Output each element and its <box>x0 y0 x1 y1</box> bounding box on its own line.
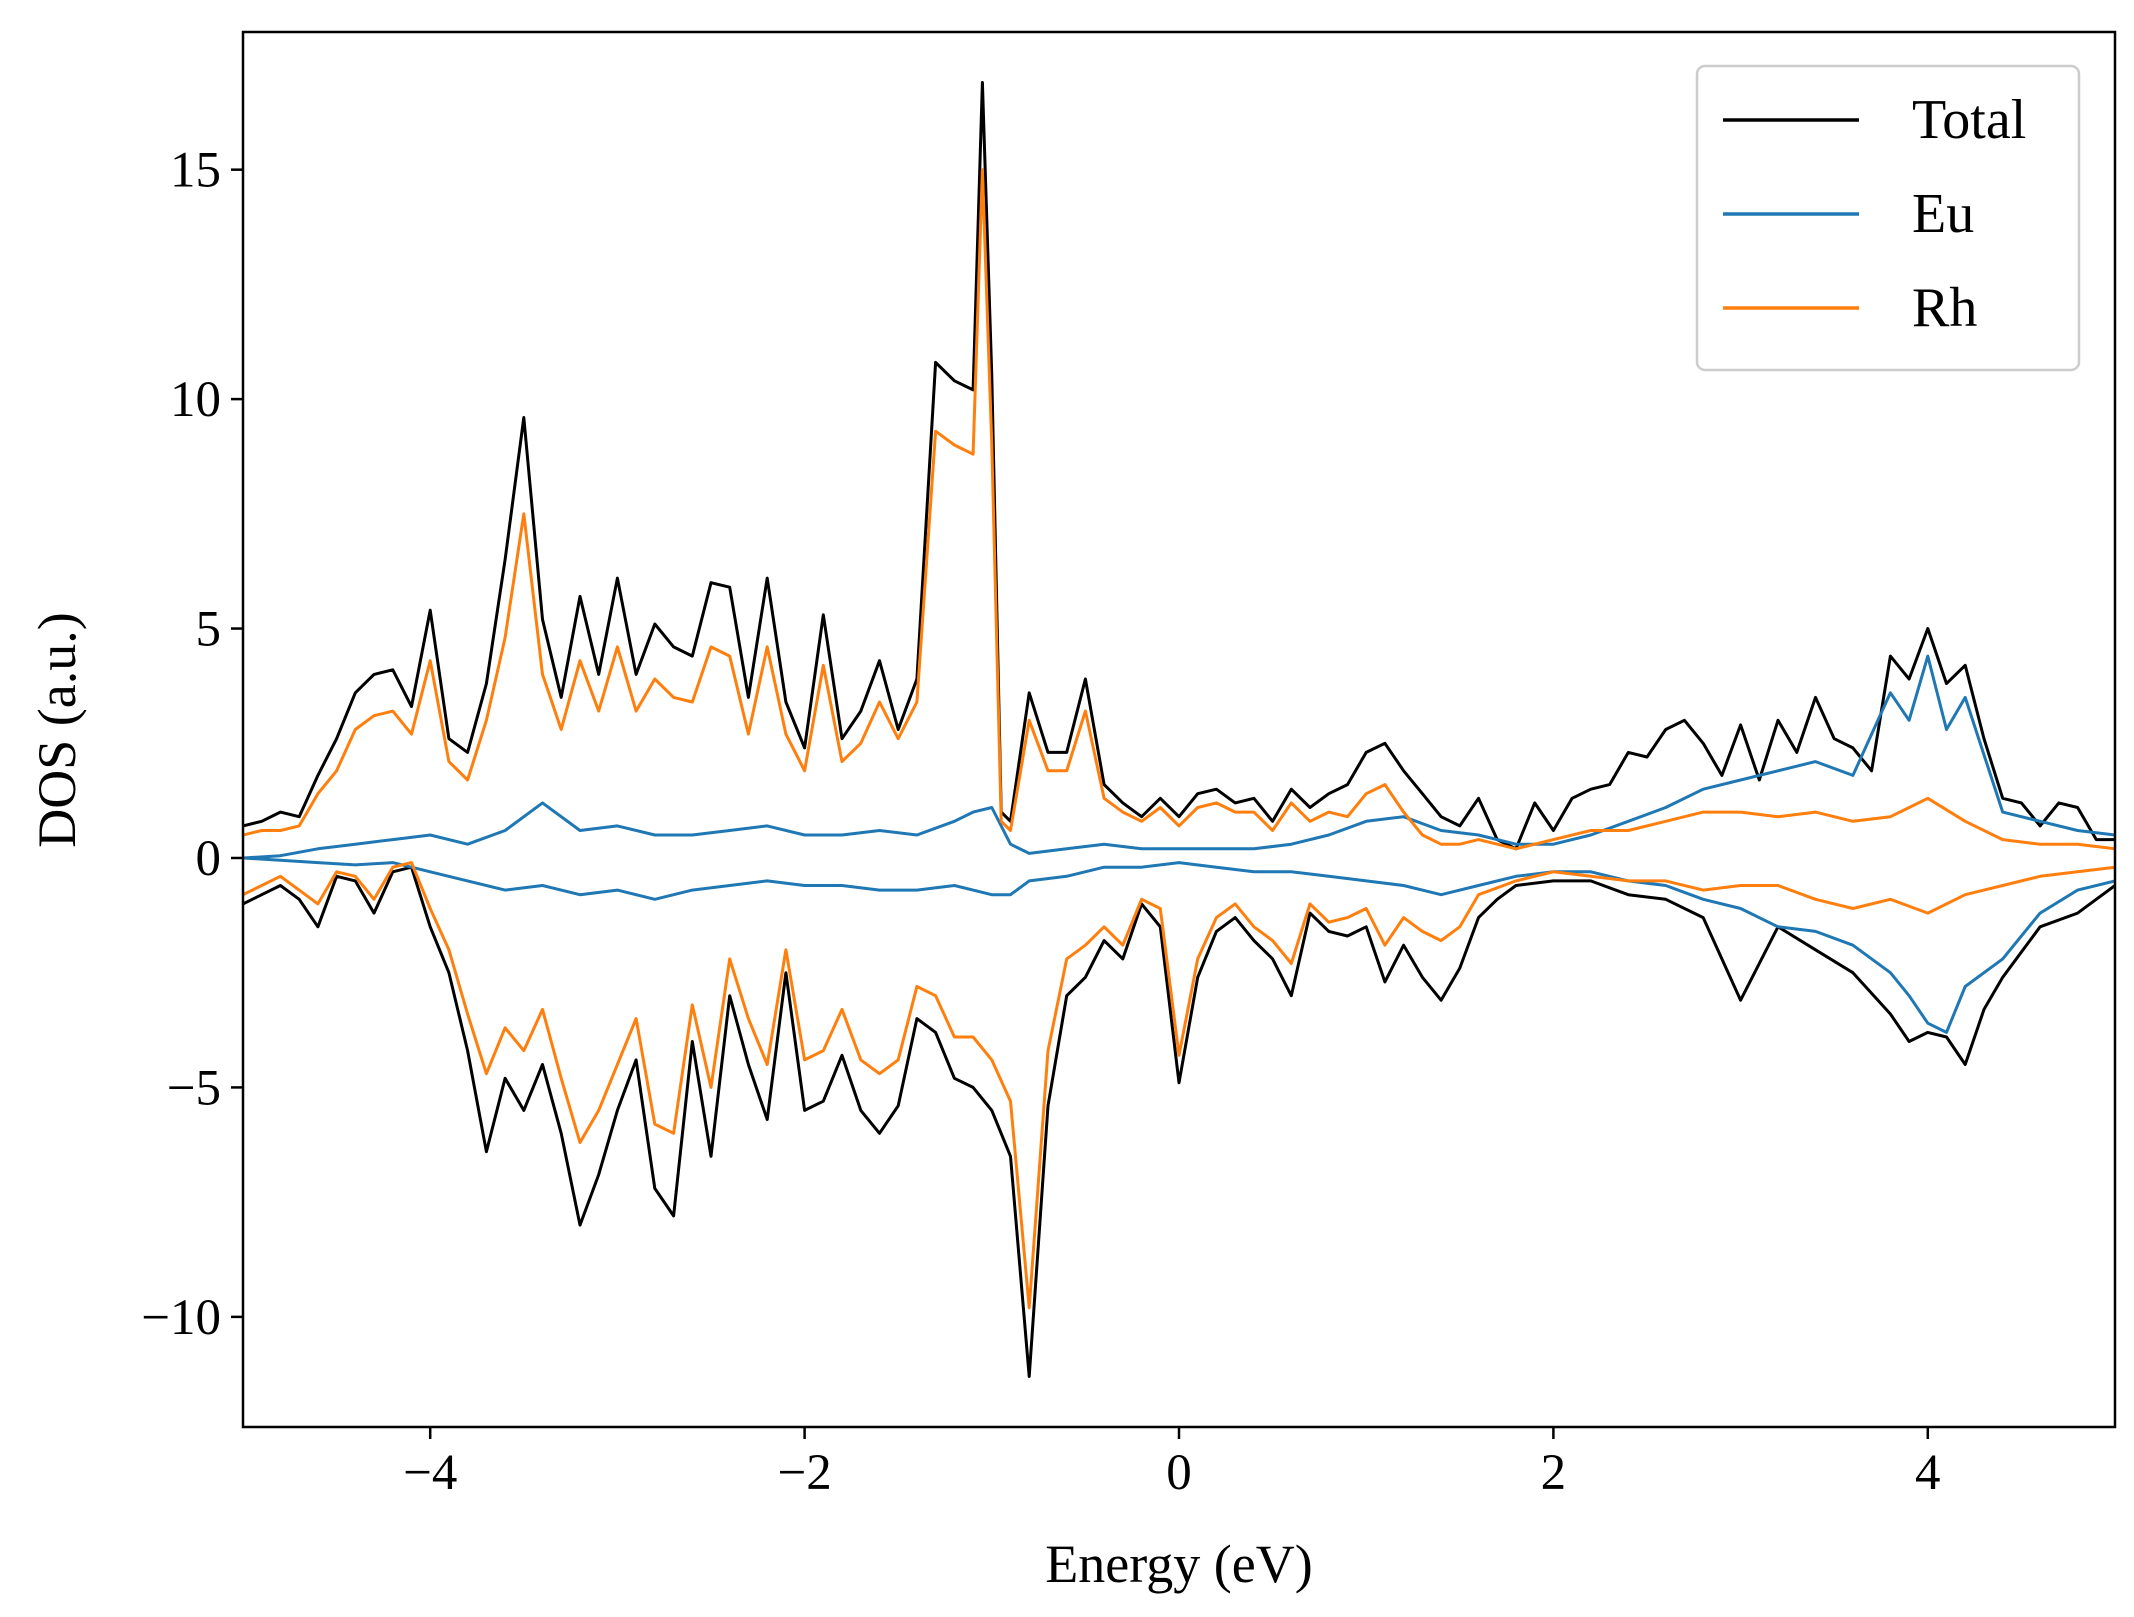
series-line-rh-spin-up <box>243 168 2115 851</box>
x-tick-label: −4 <box>403 1445 457 1501</box>
legend: Total Eu Rh <box>1695 64 2081 372</box>
x-tick-label: 0 <box>1166 1445 1192 1501</box>
series-layer <box>243 81 2115 1378</box>
series-line-eu-spin-down <box>243 856 2115 1034</box>
x-axis-title: Energy (eV) <box>1045 1534 1312 1594</box>
legend-label-total: Total <box>1912 89 2026 151</box>
series-line-total-spin-up <box>243 81 2115 851</box>
y-tick-label: −5 <box>167 1060 221 1116</box>
x-tick-label: 2 <box>1541 1445 1567 1501</box>
legend-label-rh: Rh <box>1912 277 1977 339</box>
series-line-total-spin-down <box>243 865 2115 1378</box>
y-tick-label: −10 <box>141 1290 221 1346</box>
series-line-rh-spin-down <box>243 861 2115 1310</box>
y-tick-label: 10 <box>170 372 221 428</box>
y-axis-title: DOS (a.u.) <box>27 612 87 847</box>
y-tick-label: 5 <box>196 602 222 658</box>
y-axis: −10 −5 0 5 10 15 <box>141 143 243 1346</box>
y-tick-label: 0 <box>196 831 222 887</box>
x-axis: −4 −2 0 2 4 <box>403 1427 1941 1501</box>
legend-box <box>1695 64 2081 372</box>
legend-label-eu: Eu <box>1912 183 1974 245</box>
x-tick-label: 4 <box>1915 1445 1941 1501</box>
x-tick-label: −2 <box>777 1445 831 1501</box>
series-line-eu-spin-up <box>243 654 2115 860</box>
y-tick-label: 15 <box>170 143 221 199</box>
